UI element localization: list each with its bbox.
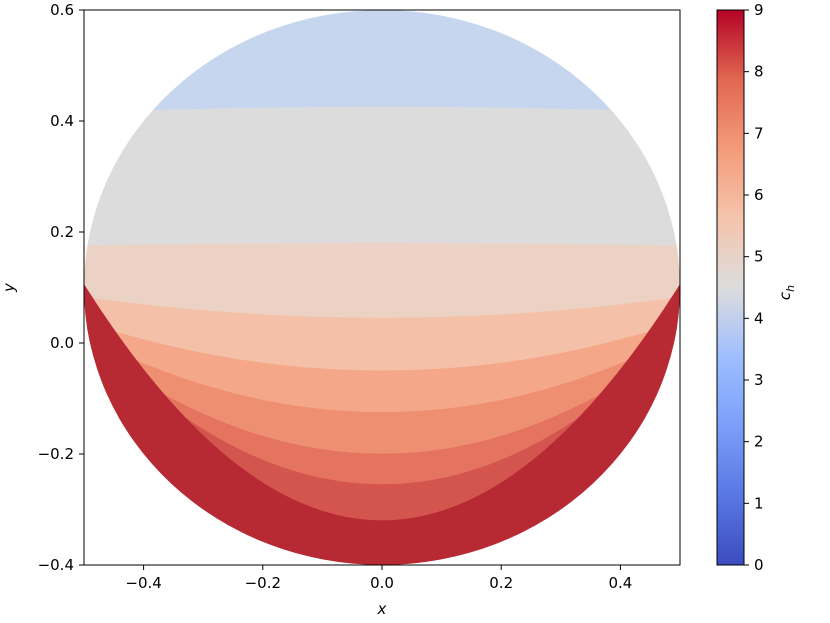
colorbar-tick-label: 7 [754,124,764,142]
colorbar-tick-label: 6 [754,186,764,204]
y-tick-label: 0.0 [50,334,74,352]
colorbar-gradient [717,10,744,565]
y-tick-label: 0.6 [50,1,74,19]
colorbar-tick-label: 5 [754,248,764,266]
x-tick-label: −0.4 [125,574,161,592]
contour-regions [84,9,680,565]
x-tick-label: 0.4 [608,574,632,592]
y-tick-label: 0.2 [50,223,74,241]
colorbar-tick-label: 0 [754,556,764,574]
y-tick-label: −0.2 [38,445,74,463]
y-axis: −0.4 −0.2 0.0 0.2 0.4 0.6 [38,1,84,574]
plot-area: −0.4 −0.2 0.0 0.2 0.4 −0.4 −0.2 0.0 0.2 0.4 0.6 x… [0,1,681,618]
x-tick-label: 0.2 [489,574,513,592]
colorbar-frame [716,9,745,566]
colorbar-tick-label: 3 [754,371,764,389]
x-tick-label: −0.2 [245,574,281,592]
colorbar-label: ch [776,285,797,300]
y-tick-label: 0.4 [50,112,74,130]
colorbar-ticks: 0 1 2 3 4 5 6 7 8 9 [744,1,764,574]
colorbar: 0 1 2 3 4 5 6 7 8 9 ch [716,1,797,574]
colorbar-tick-label: 1 [754,494,764,512]
colorbar-tick-label: 9 [754,1,764,19]
contour-band-0 [84,9,680,115]
colorbar-tick-label: 4 [754,309,764,327]
x-axis-label: x [377,600,387,618]
contour-band-1 [84,106,680,247]
x-axis: −0.4 −0.2 0.0 0.2 0.4 [125,565,632,592]
y-axis-label: y [0,282,18,293]
y-tick-label: −0.4 [38,556,74,574]
colorbar-tick-label: 8 [754,63,764,81]
x-tick-label: 0.0 [370,574,394,592]
colorbar-tick-label: 2 [754,433,764,451]
